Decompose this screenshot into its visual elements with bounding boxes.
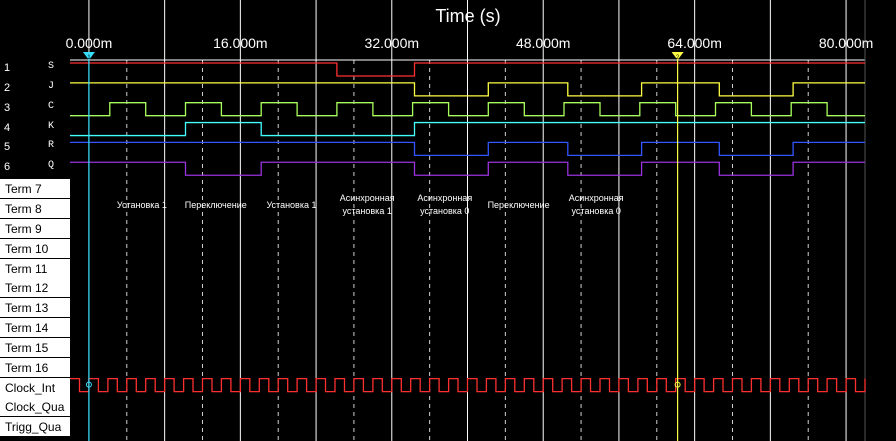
time-tick-labels: 0.000m 16.000m 32.000m 48.000m 64.000m 80.000…: [66, 35, 874, 51]
channel-number: 5: [4, 141, 11, 154]
annotation-label: установка 0: [420, 206, 469, 216]
cursor-2-marker: 2: [676, 55, 680, 61]
channel-label-panel: 1 S 2 J 3 C 4 K 5 R 6 Q Term 7 Term 8 Term 9 Term 10 Ter…: [0, 60, 70, 441]
term-label: Clock_Qua: [5, 400, 65, 415]
channel-number: 4: [4, 121, 11, 134]
cursor-2-probe-dot: [674, 381, 681, 388]
trace-j: [70, 82, 865, 97]
time-tick-label: 48.000m: [516, 35, 570, 51]
waveform-annotations: Установка 1 Переключение Установка 1 Асинхр…: [117, 193, 624, 216]
term-row[interactable]: Term 13: [0, 298, 70, 319]
annotation-label: Установка 1: [266, 200, 316, 210]
term-label: Term 14: [5, 321, 49, 336]
channel-label: Q: [48, 160, 55, 172]
annotation-label: Асинхронная: [569, 193, 624, 203]
trace-k: [70, 121, 865, 137]
channel-number: 1: [4, 62, 11, 74]
term-row[interactable]: Term 10: [0, 238, 70, 259]
term-row[interactable]: Term 16: [0, 357, 70, 378]
clock-int-waveform: [70, 377, 866, 393]
cursor-2-handle-icon[interactable]: [671, 52, 684, 60]
channel-label: K: [48, 120, 55, 132]
time-tick-label: 32.000m: [365, 35, 419, 51]
cursor-1-probe-dot: [85, 381, 92, 388]
trace-q: [70, 161, 865, 176]
time-tick-label: 64.000m: [667, 35, 721, 51]
annotation-label: Установка 1: [117, 200, 167, 210]
trace-c: [70, 102, 865, 117]
annotation-label: Асинхронная: [340, 193, 395, 203]
term-row[interactable]: Term 7: [0, 179, 70, 200]
term-row[interactable]: Clock_Qua: [0, 397, 70, 418]
channel-number: 2: [4, 81, 11, 94]
term-label: Term 9: [5, 221, 42, 236]
term-row[interactable]: Trigg_Qua: [0, 417, 70, 438]
term-label: Term 15: [5, 340, 49, 355]
term-row[interactable]: Term 14: [0, 318, 70, 339]
term-label: Term 12: [5, 281, 49, 296]
term-row[interactable]: Term 9: [0, 218, 70, 239]
term-label: Term 10: [5, 241, 49, 256]
annotation-label: Асинхронная: [417, 193, 472, 203]
term-label: Term 8: [5, 201, 42, 216]
trace-s: [70, 62, 865, 77]
clock-int-trace: [70, 377, 866, 393]
channel-label: S: [48, 61, 55, 72]
term-label: Term 13: [5, 301, 49, 316]
term-label: Term 16: [5, 360, 49, 375]
term-label: Term 7: [5, 182, 42, 197]
channel-label: J: [48, 80, 55, 92]
time-tick-label: 16.000m: [213, 35, 267, 51]
time-tick-label: 0.000m: [66, 35, 113, 51]
trace-r: [70, 141, 865, 157]
term-label: Clock_Int: [5, 380, 56, 395]
annotation-label: Переключение: [185, 200, 247, 210]
major-gridlines: [88, 0, 847, 441]
time-tick-label: 80.000m: [819, 35, 873, 51]
cursor-1-marker: 1: [87, 55, 91, 61]
term-row[interactable]: Term 8: [0, 198, 70, 219]
term-label: Trigg_Qua: [5, 420, 62, 435]
term-row[interactable]: Term 12: [0, 278, 70, 299]
channel-label: C: [48, 100, 55, 112]
term-row[interactable]: Term 11: [0, 258, 70, 279]
channel-number: 6: [4, 161, 11, 174]
cursor-1-handle-icon[interactable]: [82, 52, 95, 60]
channel-number: 3: [4, 101, 11, 114]
annotation-label: установка 1: [343, 206, 392, 216]
annotation-label: установка 0: [572, 206, 621, 216]
signal-traces: [70, 62, 865, 176]
annotation-label: Переключение: [488, 200, 550, 210]
time-axis-title: Time (s): [435, 6, 500, 26]
channel-label: R: [48, 140, 55, 152]
term-row[interactable]: Clock_Int: [0, 377, 70, 398]
term-row[interactable]: Term 15: [0, 337, 70, 358]
term-label: Term 11: [5, 261, 48, 276]
